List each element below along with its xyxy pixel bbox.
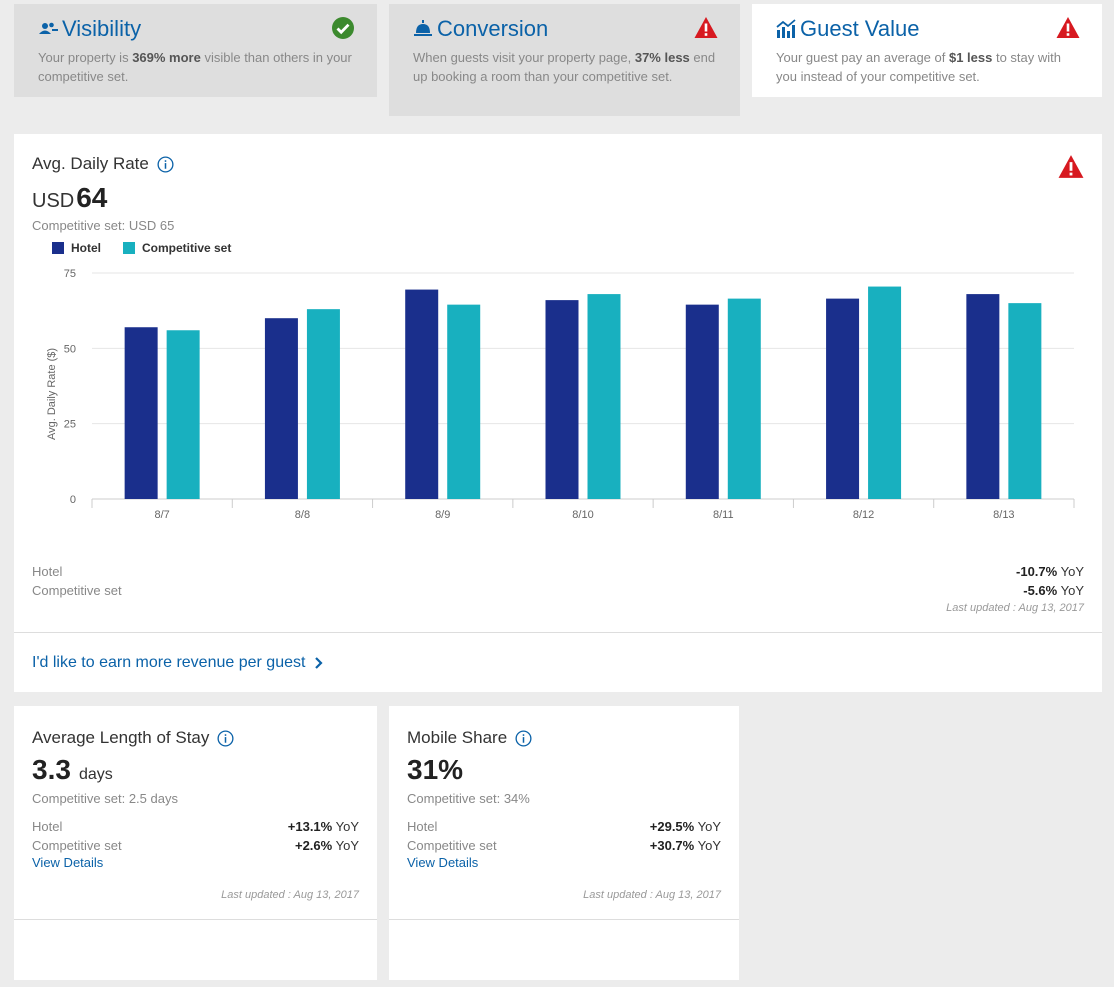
- bar-competitive-set[interactable]: [1008, 303, 1042, 499]
- x-tick-label: 8/11: [713, 509, 734, 519]
- x-tick-label: 8/8: [295, 509, 310, 519]
- divider: [389, 919, 739, 920]
- y-tick-label: 0: [70, 494, 76, 506]
- bar-competitive-set[interactable]: [166, 330, 200, 499]
- bar-hotel[interactable]: [685, 304, 719, 499]
- view-details-link[interactable]: View Details: [407, 855, 479, 870]
- legend-swatch-hotel: [52, 242, 64, 254]
- comp-label: Competitive set: [32, 583, 122, 598]
- y-tick-label: 75: [64, 268, 76, 280]
- tab-visibility[interactable]: Visibility Your property is 369% more vi…: [14, 4, 377, 97]
- tab-description: When guests visit your property page, 37…: [413, 50, 716, 84]
- warning-icon: [1058, 155, 1084, 178]
- info-icon[interactable]: [217, 729, 234, 747]
- bar-hotel[interactable]: [966, 294, 1000, 499]
- adr-title: Avg. Daily Rate: [32, 154, 149, 173]
- adr-yoy: Hotel -10.7% YoY Competitive set -5.6% YoY…: [32, 564, 1084, 614]
- legend-label-comp: Competitive set: [142, 241, 232, 255]
- hotel-label: Hotel: [32, 819, 63, 834]
- tab-title: Guest Value: [800, 16, 920, 41]
- adr-competitive-text: Competitive set: USD 65: [32, 218, 175, 233]
- adr-card: Avg. Daily Rate USD64 Competitive set: U…: [14, 134, 1102, 692]
- bell-icon: [414, 20, 432, 36]
- bar-competitive-set[interactable]: [587, 294, 621, 499]
- bar-hotel[interactable]: [826, 298, 860, 499]
- mobile-value: 31%: [407, 754, 464, 785]
- mobile-competitive-text: Competitive set: 34%: [407, 791, 530, 806]
- alos-card: Average Length of Stay 3.3 days Competiti…: [14, 706, 377, 980]
- mobile-title: Mobile Share: [407, 728, 508, 747]
- y-tick-label: 50: [64, 343, 76, 355]
- mobile-title-row: Mobile Share: [407, 728, 532, 748]
- alos-title: Average Length of Stay: [32, 728, 210, 747]
- info-icon[interactable]: [515, 729, 532, 747]
- chart-legend: Hotel Competitive set: [52, 241, 231, 255]
- x-tick-label: 8/12: [853, 509, 874, 519]
- info-icon[interactable]: [157, 155, 174, 173]
- hotel-label: Hotel: [32, 564, 63, 579]
- comp-label: Competitive set: [32, 838, 122, 853]
- last-updated: Last updated : Aug 13, 2017: [583, 889, 721, 901]
- x-tick-label: 8/7: [154, 509, 169, 519]
- tab-conversion[interactable]: Conversion When guests visit your proper…: [389, 4, 740, 116]
- tab-title: Conversion: [437, 16, 549, 41]
- chart-icon: [776, 19, 796, 38]
- adr-bar-chart: Avg. Daily Rate ($) 0 25 50 75 8/7 8/8 8/9 8/10…: [46, 268, 1075, 519]
- tab-description: Your property is 369% more visible than …: [38, 50, 352, 84]
- adr-title-row: Avg. Daily Rate: [32, 154, 174, 174]
- warning-icon: [1056, 17, 1080, 38]
- divider: [14, 919, 377, 920]
- x-tick-label: 8/9: [435, 509, 450, 519]
- alos-competitive-text: Competitive set: 2.5 days: [32, 791, 178, 806]
- tab-guest-value[interactable]: Guest Value Your guest pay an average of…: [752, 4, 1102, 97]
- tab-title: Visibility: [62, 16, 142, 41]
- earn-more-link[interactable]: I'd like to earn more revenue per guest: [32, 654, 324, 672]
- bar-competitive-set[interactable]: [868, 286, 902, 499]
- warning-icon: [694, 17, 718, 38]
- view-details-link[interactable]: View Details: [32, 855, 104, 870]
- y-axis-label: Avg. Daily Rate ($): [46, 348, 58, 440]
- bar-competitive-set[interactable]: [306, 309, 340, 499]
- comp-yoy: +30.7%: [649, 838, 695, 853]
- last-updated: Last updated : Aug 13, 2017: [221, 889, 359, 901]
- bar-hotel[interactable]: [545, 300, 579, 499]
- mobile-yoy: Hotel +29.5% YoY Competitive set +30.7% Yo…: [407, 819, 721, 870]
- comp-yoy: +2.6%: [294, 838, 333, 853]
- bar-competitive-set[interactable]: [727, 298, 761, 499]
- divider: [14, 632, 1102, 633]
- alos-title-row: Average Length of Stay: [32, 728, 234, 748]
- comp-yoy: -5.6%: [1023, 583, 1058, 598]
- alos-value: 3.3 days: [32, 754, 113, 785]
- chevron-right-icon: [315, 657, 323, 669]
- comp-label: Competitive set: [407, 838, 497, 853]
- last-updated: Last updated : Aug 13, 2017: [946, 602, 1084, 614]
- legend-label-hotel: Hotel: [71, 241, 101, 255]
- users-icon: [39, 22, 58, 34]
- bar-competitive-set[interactable]: [447, 304, 481, 499]
- adr-value: USD64: [32, 182, 108, 213]
- hotel-yoy: +29.5%: [649, 819, 695, 834]
- legend-swatch-comp: [123, 242, 135, 254]
- bar-hotel[interactable]: [264, 318, 298, 499]
- bar-hotel[interactable]: [405, 289, 439, 499]
- x-tick-label: 8/10: [572, 509, 593, 519]
- x-tick-label: 8/13: [993, 509, 1014, 519]
- tab-description: Your guest pay an average of $1 less to …: [776, 50, 1061, 84]
- y-tick-label: 25: [64, 419, 76, 431]
- hotel-yoy: +13.1%: [287, 819, 333, 834]
- hotel-label: Hotel: [407, 819, 438, 834]
- alos-yoy: Hotel +13.1% YoY Competitive set +2.6% YoY…: [32, 819, 359, 870]
- mobile-card: Mobile Share 31% Competitive set: 34% Ho…: [389, 706, 739, 980]
- check-circle-icon: [332, 17, 354, 39]
- hotel-yoy: -10.7%: [1016, 564, 1058, 579]
- bar-hotel[interactable]: [124, 327, 158, 499]
